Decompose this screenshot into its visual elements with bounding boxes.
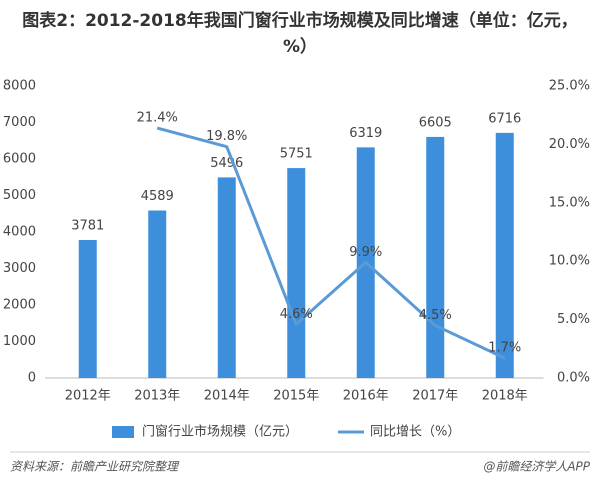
bar	[287, 168, 306, 378]
bar-label: 3781	[71, 218, 104, 233]
bar-label: 6319	[349, 126, 382, 141]
y-tick-label: 8000	[3, 79, 36, 94]
bar-label: 5496	[210, 156, 243, 171]
y-tick-label: 3000	[3, 261, 36, 276]
y-tick-label: 5000	[3, 188, 36, 203]
y-tick-label: 6000	[3, 152, 36, 167]
x-tick-label: 2018年	[482, 389, 528, 404]
line-label: 1.7%	[488, 341, 521, 356]
bar-label: 4589	[141, 189, 174, 204]
bar-label: 6605	[419, 115, 452, 130]
x-tick-label: 2014年	[204, 389, 250, 404]
x-tick-label: 2012年	[65, 389, 111, 404]
chart-title: 图表2：2012-2018年我国门窗行业市场规模及同比增速（单位：亿元，%）	[22, 11, 578, 57]
y-tick-label: 4000	[3, 225, 36, 240]
line	[156, 126, 506, 360]
y-tick-label: 7000	[3, 115, 36, 130]
bar-label: 5751	[280, 147, 313, 162]
source: 资料来源：前瞻产业研究院整理	[10, 460, 180, 474]
bar	[148, 210, 167, 378]
x-tick-label: 2015年	[273, 389, 319, 404]
credit: @前瞻经济学人APP	[483, 460, 590, 474]
line-label: 21.4%	[137, 111, 178, 126]
y2-tick-label: 5.0%	[557, 312, 590, 327]
line-label: 9.9%	[349, 245, 382, 260]
bar	[78, 239, 97, 378]
x-tick-label: 2016年	[343, 389, 389, 404]
y2-tick-label: 15.0%	[549, 195, 590, 210]
y2-tick-label: 10.0%	[549, 254, 590, 269]
bar	[426, 136, 445, 378]
x-tick-label: 2013年	[134, 389, 180, 404]
y-tick-label: 2000	[3, 298, 36, 313]
bar	[217, 177, 236, 378]
y2-tick-label: 0.0%	[557, 371, 590, 386]
x-tick-label: 2017年	[412, 389, 458, 404]
y-tick-label: 0	[28, 371, 36, 386]
line-label: 19.8%	[206, 129, 247, 144]
y2-tick-label: 25.0%	[549, 79, 590, 94]
line-label: 4.6%	[280, 307, 313, 322]
legend-label: 门窗行业市场规模（亿元）	[142, 424, 298, 440]
y-tick-label: 1000	[3, 334, 36, 349]
legend-label: 同比增长（%）	[370, 425, 460, 440]
bar	[495, 132, 514, 378]
y2-tick-label: 20.0%	[549, 137, 590, 152]
bar-label: 6716	[488, 111, 521, 126]
legend-swatch	[112, 426, 134, 438]
line-label: 4.5%	[419, 308, 452, 323]
